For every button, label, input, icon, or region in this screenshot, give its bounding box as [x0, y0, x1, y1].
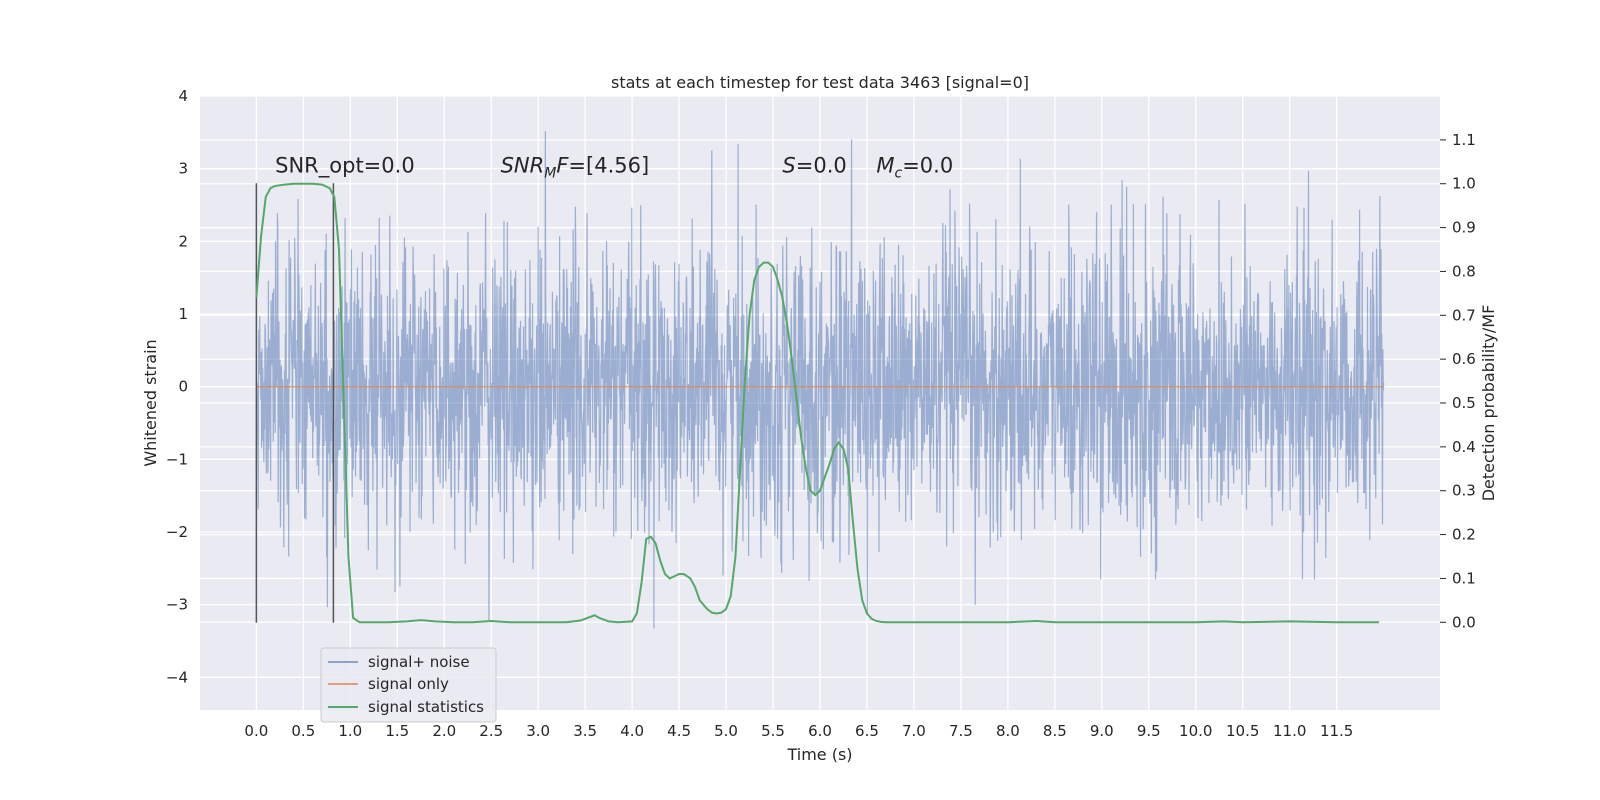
- series-signal-statistics: [255, 182, 1379, 624]
- annotation-part: SNR_opt=0.0: [275, 153, 415, 178]
- legend: signal+ noise signal only signal statist…: [320, 647, 497, 723]
- y-right-tick-label: 0.7: [1452, 306, 1476, 324]
- x-tick-label: 10.5: [1226, 722, 1259, 740]
- x-tick-label: 1.0: [338, 722, 362, 740]
- chart-title: stats at each timestep for test data 346…: [611, 73, 1029, 92]
- x-tick-label: 11.0: [1273, 722, 1306, 740]
- y-tick-label: 0: [178, 378, 188, 396]
- y-tick-label: −1: [166, 450, 188, 468]
- y-tick-label: 1: [178, 305, 188, 323]
- y-right-tick-label: 0.2: [1452, 526, 1476, 544]
- x-tick-label: 11.5: [1320, 722, 1353, 740]
- y-right-tick-label: 0.1: [1452, 569, 1476, 587]
- x-tick-label: 0.0: [244, 722, 268, 740]
- y-right-tick-label: 0.6: [1452, 350, 1476, 368]
- y-tick-label: −2: [166, 523, 188, 541]
- y-right-tick-label: 1.0: [1452, 175, 1476, 193]
- y-right-tick-label: 0.9: [1452, 219, 1476, 237]
- y-tick-label: −3: [166, 596, 188, 614]
- y-tick-label: −4: [166, 668, 188, 686]
- x-axis-ticks: 0.0 0.5 1.0 1.5 2.0 2.5 3.0 3.5 4.0 4.5 5.0 5.5 6.0 6…: [244, 722, 1353, 740]
- annotation-1: SNRMF=[4.56]: [501, 153, 650, 181]
- x-tick-label: 6.0: [808, 722, 832, 740]
- y-right-tick-label: 0.8: [1452, 262, 1476, 280]
- x-tick-label: 7.0: [902, 722, 926, 740]
- x-tick-label: 1.5: [385, 722, 409, 740]
- series-line-signal-plus-noise: [255, 131, 1385, 629]
- y-tick-label: 2: [178, 232, 188, 250]
- x-tick-label: 8.5: [1043, 722, 1067, 740]
- y-tick-label: 3: [178, 160, 188, 178]
- annotation-2: S=0.0: [782, 153, 846, 177]
- x-tick-label: 2.0: [432, 722, 456, 740]
- annotation-part: =0.0: [796, 153, 847, 177]
- x-tick-label: 2.5: [479, 722, 503, 740]
- annotation-0: SNR_opt=0.0: [275, 153, 415, 178]
- y-tick-label: 4: [178, 87, 188, 105]
- x-tick-label: 6.5: [855, 722, 879, 740]
- y-right-tick-label: 0.0: [1452, 613, 1476, 631]
- y-right-tick-label: 0.4: [1452, 438, 1476, 456]
- y-axis-right-label: Detection probability/MF: [1479, 305, 1498, 502]
- vertical-markers: [255, 183, 335, 623]
- x-tick-label: 4.0: [620, 722, 644, 740]
- annotations: SNR_opt=0.0 SNRMF=[4.56] S=0.0 Mc=0.0: [275, 153, 953, 181]
- legend-label-signal-statistics: signal statistics: [368, 698, 484, 716]
- x-tick-label: 9.0: [1090, 722, 1114, 740]
- x-tick-label: 7.5: [949, 722, 973, 740]
- y-right-tick-label: 1.1: [1452, 131, 1476, 149]
- x-tick-label: 4.5: [667, 722, 691, 740]
- annotation-part: S: [782, 153, 795, 177]
- legend-label-signal-only: signal only: [368, 675, 449, 693]
- legend-box: [320, 647, 497, 723]
- x-axis-label: Time (s): [786, 745, 852, 764]
- y-axis-label: Whitened strain: [141, 339, 160, 466]
- series-line-signal-statistics: [255, 182, 1379, 624]
- x-tick-label: 3.5: [573, 722, 597, 740]
- annotation-part: F: [556, 153, 569, 177]
- x-tick-label: 3.0: [526, 722, 550, 740]
- x-tick-label: 9.5: [1137, 722, 1161, 740]
- y-axis-right-ticks: 0.0 0.1 0.2 0.3 0.4 0.5 0.6 0.7 0.8 0.9 1.0 1.1: [1440, 131, 1476, 631]
- x-tick-label: 5.5: [761, 722, 785, 740]
- annotation-part: =[4.56]: [568, 153, 649, 177]
- y-right-tick-label: 0.5: [1452, 394, 1476, 412]
- x-tick-label: 10.0: [1179, 722, 1212, 740]
- annotation-part: SNR: [501, 153, 545, 177]
- annotation-part: c: [894, 165, 902, 181]
- series-signal-plus-noise: [255, 131, 1385, 629]
- annotation-part: =0.0: [902, 153, 953, 177]
- annotation-part: M: [876, 153, 894, 177]
- y-right-tick-label: 0.3: [1452, 482, 1476, 500]
- annotation-part: M: [544, 165, 556, 181]
- x-tick-label: 5.0: [714, 722, 738, 740]
- annotation-3: Mc=0.0: [876, 153, 953, 181]
- legend-label-signal-plus-noise: signal+ noise: [368, 653, 470, 671]
- x-tick-label: 8.0: [996, 722, 1020, 740]
- grid: [200, 95, 1440, 710]
- y-axis-left-ticks: −4 −3 −2 −1 0 1 2 3 4: [166, 87, 188, 686]
- x-tick-label: 0.5: [291, 722, 315, 740]
